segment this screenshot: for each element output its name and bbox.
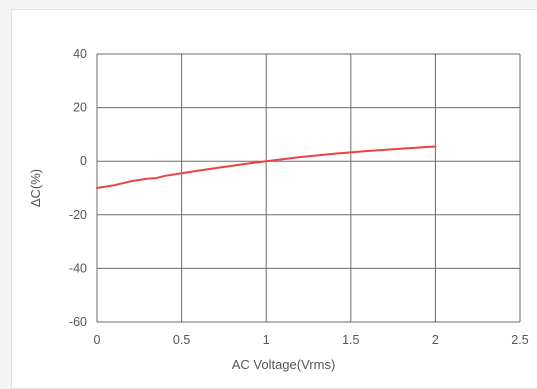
series-layer [96,145,437,189]
y-tick-label: 20 [73,101,87,115]
y-tick-label: -60 [69,315,87,329]
grid [96,53,521,323]
x-tick-label: 1 [263,333,270,347]
x-tick-label: 0 [94,333,101,347]
y-tick-label: 40 [73,47,87,61]
x-tick-label: 0.5 [173,333,190,347]
y-tick-labels: -60 -40 -20 0 20 40 [69,47,87,329]
y-axis-title: ΔC(%) [28,169,43,207]
chart-panel [11,9,537,389]
x-tick-label: 1.5 [342,333,359,347]
y-tick-label: -20 [69,208,87,222]
y-tick-label: -40 [69,261,87,275]
series-line [96,145,437,189]
line-chart: -60 -40 -20 0 20 40 0 0.5 1 1.5 2 2.5 AC Voltage(V… [28,47,529,372]
y-tick-label: 0 [80,154,87,168]
x-axis-title: AC Voltage(Vrms) [232,357,336,372]
x-tick-label: 2 [432,333,439,347]
x-tick-label: 2.5 [511,333,528,347]
x-tick-labels: 0 0.5 1 1.5 2 2.5 [94,333,529,347]
